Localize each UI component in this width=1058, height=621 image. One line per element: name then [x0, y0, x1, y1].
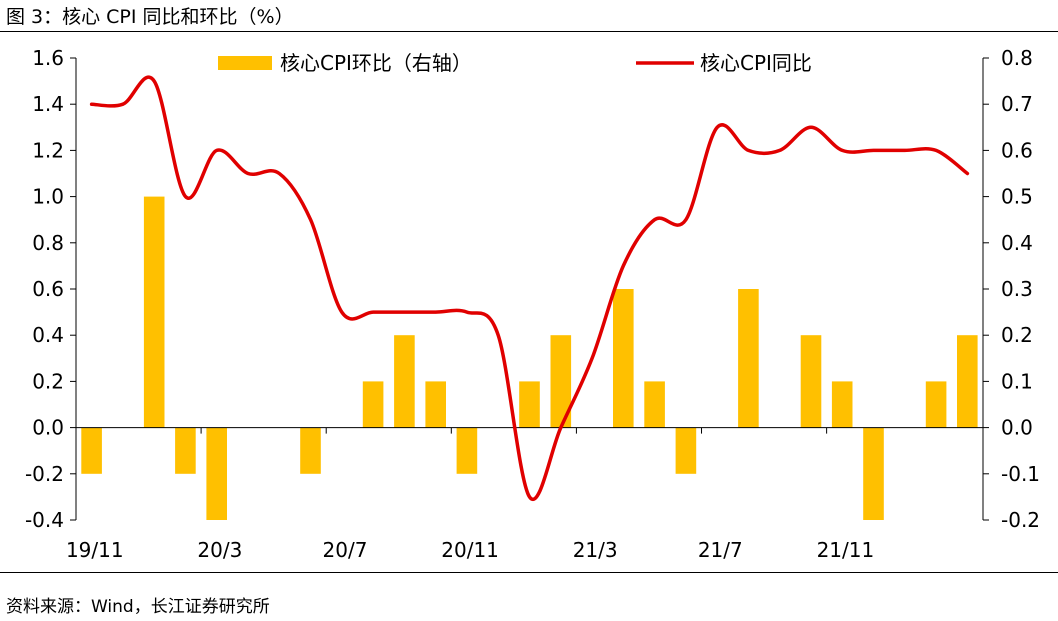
- y-right-tick-label: 0.7: [1001, 92, 1033, 116]
- x-tick-label: 20/11: [441, 538, 499, 562]
- source-note: 资料来源：Wind，长江证券研究所: [6, 597, 270, 617]
- y-left-tick-label: 1.6: [32, 46, 64, 70]
- bar: [81, 427, 102, 474]
- x-tick-label: 19/11: [66, 538, 124, 562]
- chart: -0.4 -0.2 0.0 0.2 0.4 0.6 0.8 1.0 1.2 1.4 1.6 -0.2 -…: [25, 46, 1040, 562]
- y-left-tick-label: 1.0: [32, 185, 64, 209]
- y-right-tick-label: 0.8: [1001, 46, 1033, 70]
- legend: 核心CPI环比（右轴） 核心CPI同比: [218, 51, 812, 75]
- bar: [362, 381, 384, 428]
- y-right-tick-label: 0.6: [1001, 138, 1033, 162]
- legend-line-label: 核心CPI同比: [700, 51, 812, 75]
- y-right-tick-label: -0.1: [1001, 462, 1040, 486]
- bar: [550, 335, 572, 428]
- legend-bar-swatch: [218, 56, 272, 70]
- line-layer: [89, 75, 970, 502]
- y-left-tick-label: -0.2: [25, 462, 64, 486]
- y-right-tick-label: 0.3: [1001, 277, 1033, 301]
- top-rule: [0, 31, 1058, 32]
- y-left-tick-label: 0.2: [32, 369, 64, 393]
- legend-bar-label: 核心CPI环比（右轴）: [280, 51, 472, 75]
- figure-title: 图 3：核心 CPI 同比和环比（%）: [6, 6, 294, 28]
- y-left-tick-label: 0.4: [32, 323, 64, 347]
- bar: [831, 381, 853, 428]
- y-right-tick-label: 0.2: [1001, 323, 1033, 347]
- y-right-tick-label: 0.5: [1001, 185, 1033, 209]
- y-right-tick-label: 0.1: [1001, 369, 1033, 393]
- bar: [613, 289, 634, 428]
- bar: [675, 427, 697, 474]
- bar: [519, 381, 540, 428]
- y-left-tick-label: 1.2: [32, 138, 64, 162]
- bar: [206, 427, 227, 520]
- y-left-tick-label: 0.6: [32, 277, 64, 301]
- y-left-tick-label: 0.0: [32, 416, 64, 440]
- bar: [300, 427, 321, 474]
- bar: [425, 381, 446, 428]
- x-tick-label: 21/7: [698, 538, 743, 562]
- bars-layer: [81, 196, 978, 520]
- x-tick-label: 20/3: [197, 538, 242, 562]
- bar: [863, 427, 884, 520]
- x-tick-label: 20/7: [323, 538, 368, 562]
- bar: [738, 289, 759, 428]
- bar: [957, 335, 978, 428]
- bottom-rule: [0, 572, 1058, 573]
- bar: [925, 381, 947, 428]
- bar: [143, 196, 165, 428]
- x-tick-label: 21/11: [817, 538, 875, 562]
- y-right-tick-label: 0.4: [1001, 231, 1033, 255]
- bar: [394, 335, 415, 428]
- y-right-tick-label: -0.2: [1001, 508, 1040, 532]
- series-line: [89, 75, 970, 502]
- y-left-tick-label: 1.4: [32, 92, 64, 116]
- y-right-tick-label: 0.0: [1001, 416, 1033, 440]
- y-left-tick-label: -0.4: [25, 508, 64, 532]
- bar: [800, 335, 822, 428]
- y-left-tick-label: 0.8: [32, 231, 64, 255]
- axes-layer: -0.4 -0.2 0.0 0.2 0.4 0.6 0.8 1.0 1.2 1.4 1.6 -0.2 -…: [25, 46, 1040, 562]
- x-tick-label: 21/3: [573, 538, 618, 562]
- bar: [644, 381, 665, 428]
- bar: [175, 427, 196, 474]
- bar: [456, 427, 478, 474]
